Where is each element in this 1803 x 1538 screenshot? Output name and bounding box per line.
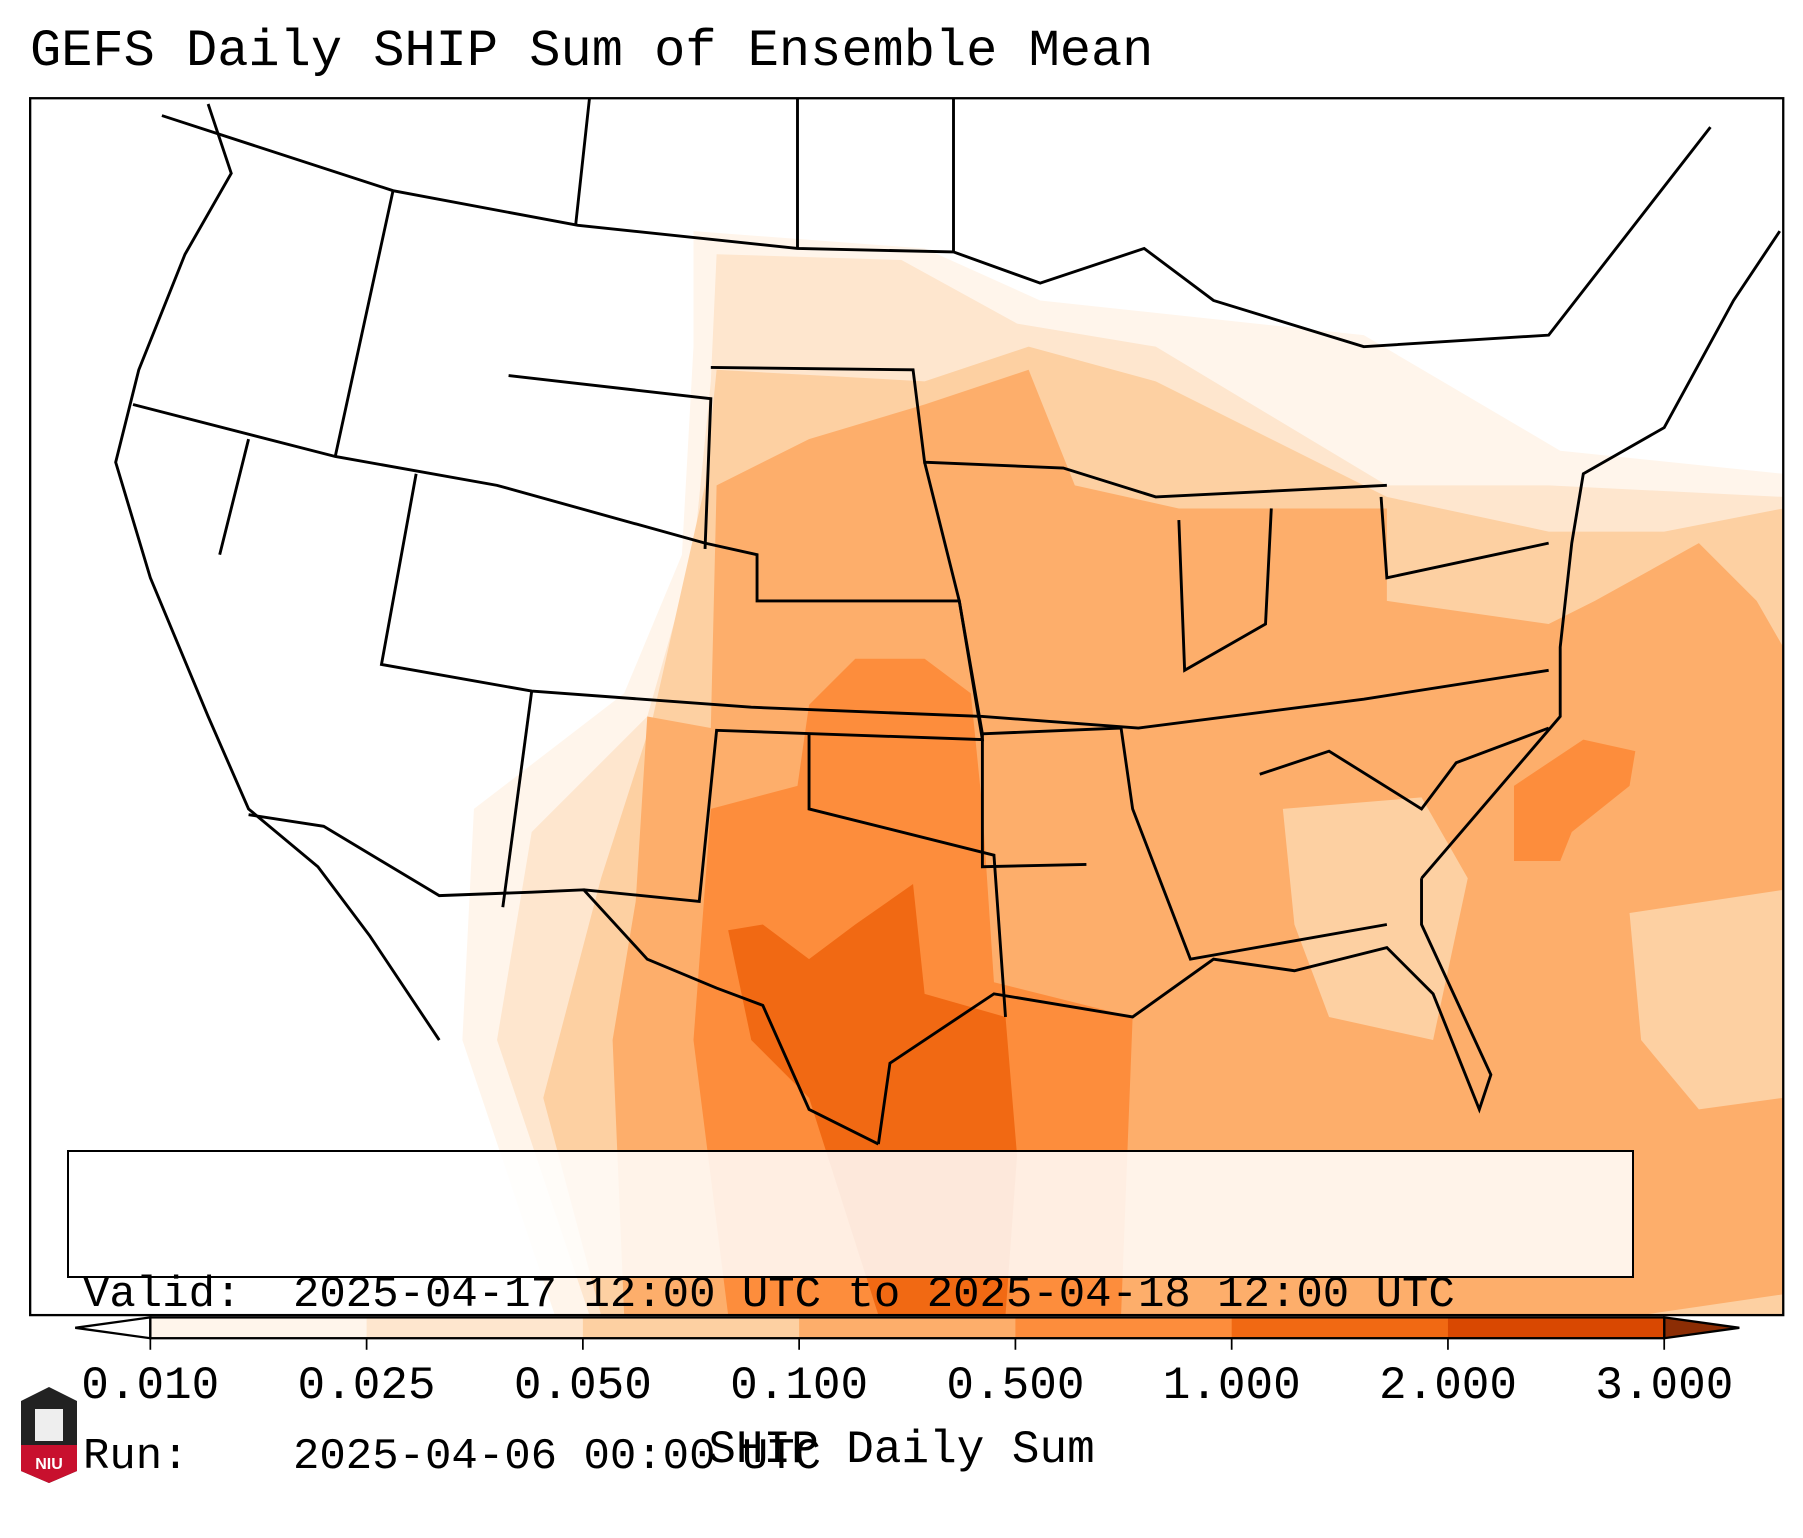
state-border: [132, 403, 985, 903]
state-border: [379, 473, 1549, 730]
colorbar-segment: [1447, 1317, 1665, 1339]
svg-text:NIU: NIU: [35, 1456, 63, 1473]
colorbar-segment: [150, 1317, 368, 1339]
us-coastline-west: [114, 103, 441, 1041]
colorbar-segment: [799, 1317, 1016, 1339]
state-border: [333, 190, 395, 457]
east-coast: [1420, 230, 1781, 880]
us-canada-border: [161, 114, 1712, 349]
field-light-patch-southeast: [1282, 797, 1468, 1041]
run-label: Run:: [83, 1432, 189, 1482]
state-border: [574, 98, 591, 226]
colorbar-outline: [149, 1316, 1666, 1340]
state-border: [508, 374, 713, 549]
colorbar-tick-label: 0.010: [81, 1360, 220, 1412]
precip-field: [30, 98, 1784, 1316]
state-border: [982, 726, 1388, 961]
state-border: [1259, 726, 1550, 811]
valid-value: 2025-04-17 12:00 UTC to 2025-04-18 12:00…: [293, 1270, 1455, 1320]
colorbar-tick-label: 3.000: [1595, 1360, 1734, 1412]
colorbar-segment: [582, 1317, 800, 1339]
colorbar-segment: [366, 1317, 584, 1339]
valid-label: Valid:: [83, 1270, 242, 1320]
colorbar-label: SHIP Daily Sum: [708, 1424, 1095, 1476]
colorbar-tick-label: 0.500: [946, 1360, 1085, 1412]
colorbar: [75, 1316, 1740, 1350]
borders: [114, 98, 1781, 1146]
state-border: [710, 366, 1387, 499]
field-light-patch-atlantic: [1629, 889, 1784, 1110]
colorbar-tick-label: 2.000: [1378, 1360, 1518, 1412]
map-frame: [29, 97, 1785, 1317]
info-box: Valid: 2025-04-17 12:00 UTC to 2025-04-18…: [67, 1150, 1634, 1482]
state-border: [1177, 508, 1273, 673]
map-canvas: [29, 97, 1785, 1350]
map-title: GEFS Daily SHIP Sum of Ensemble Mean: [30, 22, 1154, 81]
us-mexico-border: [248, 813, 880, 1146]
state-border: [501, 690, 534, 908]
colorbar-over-triangle: [1663, 1316, 1740, 1340]
colorbar-tick-label: 0.050: [513, 1360, 652, 1412]
state-border: [1379, 496, 1549, 580]
state-border: [218, 438, 250, 556]
colorbar-tick-label: 0.100: [730, 1360, 869, 1412]
colorbar-segment: [1015, 1317, 1233, 1339]
colorbar-segment: [1231, 1317, 1449, 1339]
colorbar-tick-label: 0.025: [297, 1360, 436, 1412]
niu-logo: NIU: [21, 1387, 77, 1483]
state-border: [807, 733, 1007, 1018]
run-value: 2025-04-06 00:00 UTC: [293, 1432, 822, 1482]
field-high-atlantic: [1513, 739, 1636, 861]
gulf-coast: [876, 878, 1493, 1145]
colorbar-tick-label: 1.000: [1162, 1360, 1301, 1412]
